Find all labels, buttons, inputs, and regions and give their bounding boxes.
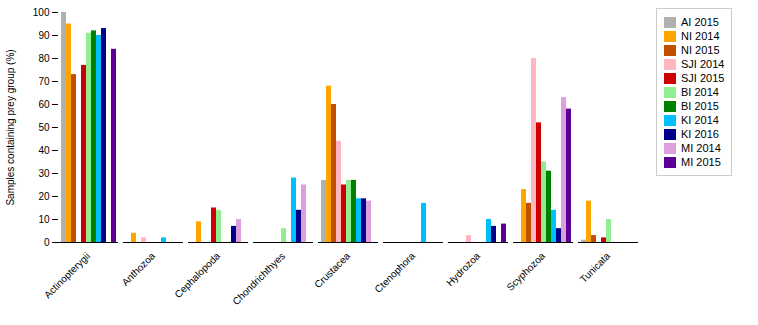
svg-text:Cephalopoda: Cephalopoda [172, 250, 222, 300]
html-text:MI 2015: MI 2015 [681, 156, 721, 168]
svg-text:80: 80 [38, 53, 50, 64]
svg-text:50: 50 [38, 122, 50, 133]
svg-text:Samples containing prey group: Samples containing prey group (%) [5, 49, 16, 205]
svg-text:Crustacea: Crustacea [312, 250, 352, 290]
svg-text:10: 10 [38, 214, 50, 225]
svg-text:0: 0 [44, 237, 50, 248]
html-text:NI 2014: NI 2014 [681, 30, 720, 42]
html-text:NI 2015: NI 2015 [681, 44, 720, 56]
html-text:KI 2014: KI 2014 [681, 114, 719, 126]
html-text:MI 2014: MI 2014 [681, 142, 721, 154]
svg-text:Actinopterygii: Actinopterygii [42, 250, 92, 300]
svg-text:Scyphozoa: Scyphozoa [504, 250, 547, 293]
html-text:SJI 2014: SJI 2014 [681, 58, 725, 70]
svg-text:Anthozoa: Anthozoa [120, 250, 158, 288]
svg-text:60: 60 [38, 99, 50, 110]
html-text:KI 2016: KI 2016 [681, 128, 719, 140]
svg-text:100: 100 [33, 7, 50, 18]
svg-text:70: 70 [38, 76, 50, 87]
svg-text:Hydrozoa: Hydrozoa [444, 250, 482, 288]
html-text:BI 2015: BI 2015 [681, 100, 719, 112]
html-text:AI 2015: AI 2015 [681, 16, 719, 28]
html-text:SJI 2015: SJI 2015 [681, 72, 725, 84]
svg-text:20: 20 [38, 191, 50, 202]
svg-text:Tunicata: Tunicata [578, 250, 613, 285]
svg-text:30: 30 [38, 168, 50, 179]
svg-text:Chondrichthyes: Chondrichthyes [230, 250, 287, 307]
html-text:BI 2014: BI 2014 [681, 86, 719, 98]
svg-text:90: 90 [38, 30, 50, 41]
svg-text:40: 40 [38, 145, 50, 156]
svg-text:Ctenophora: Ctenophora [372, 250, 417, 295]
